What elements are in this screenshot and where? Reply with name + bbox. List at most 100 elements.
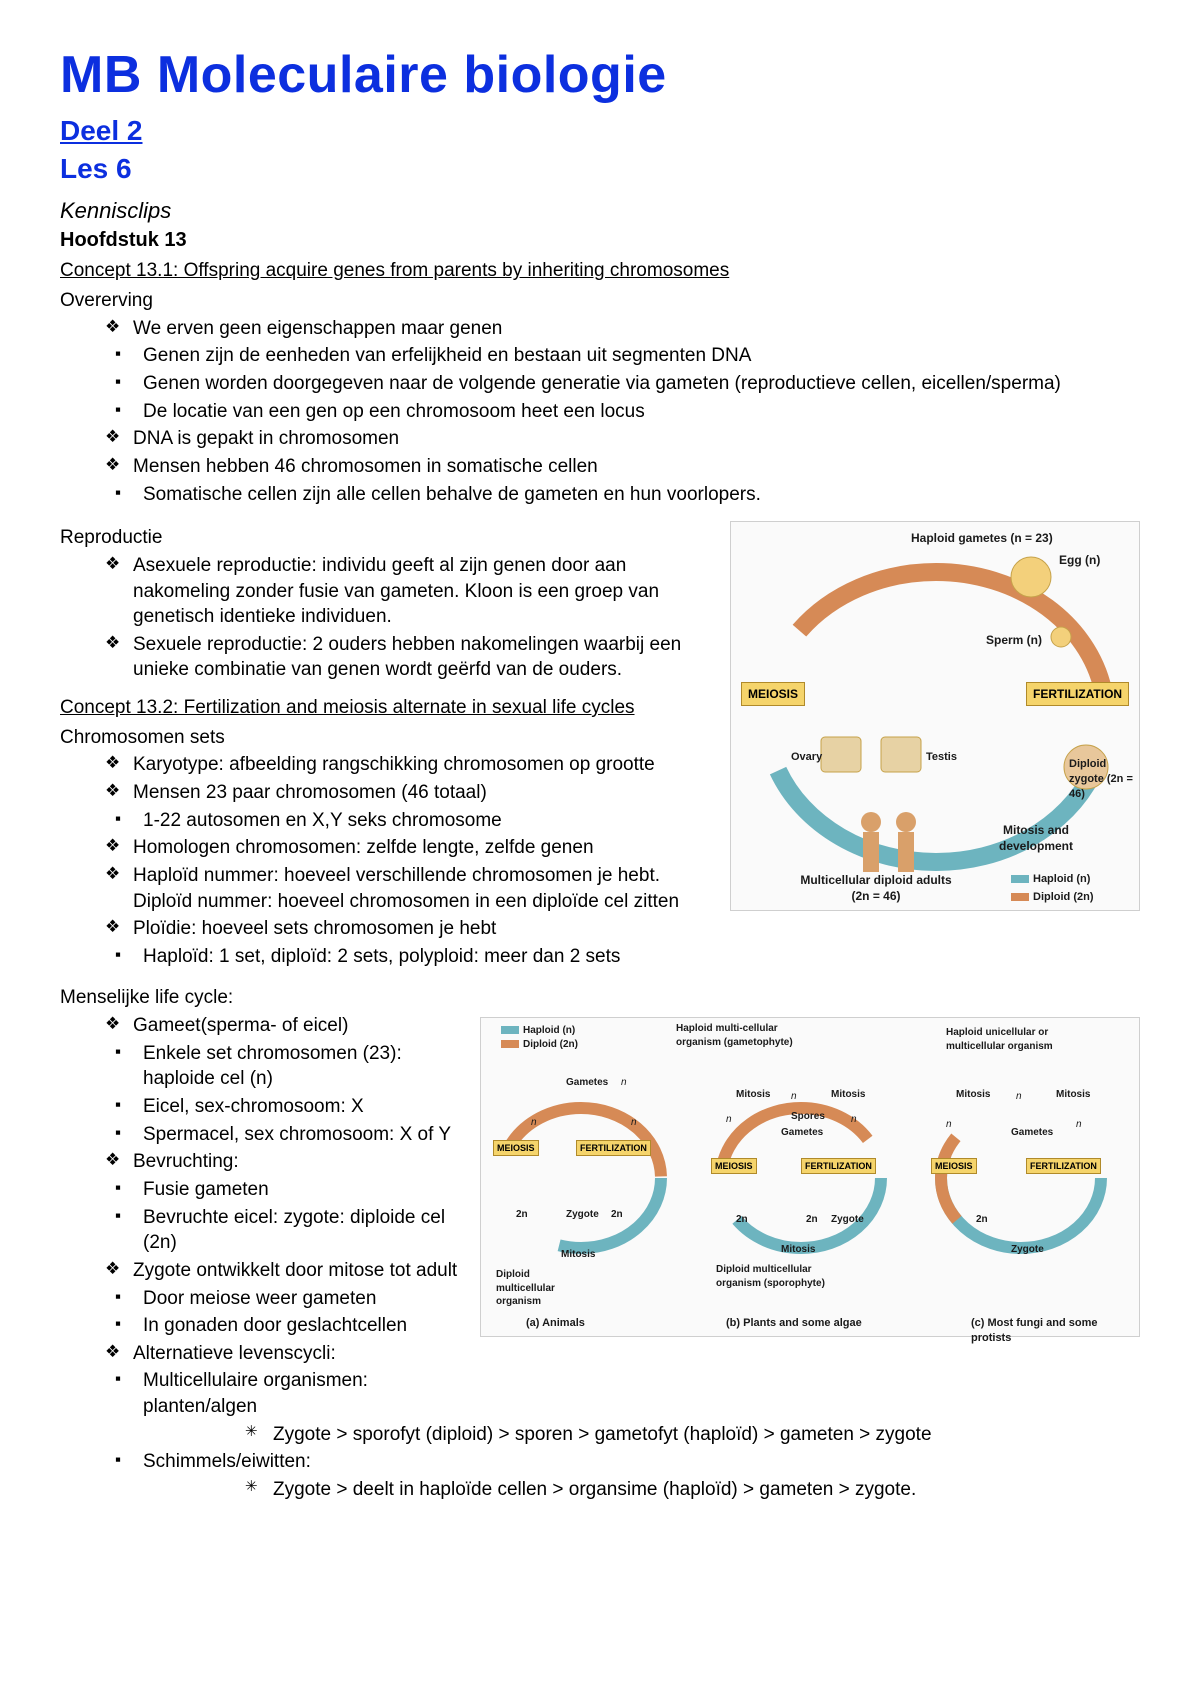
overerving-sub3: Somatische cellen zijn alle cellen behal… — [60, 482, 1140, 508]
a-fert: FERTILIZATION — [576, 1140, 651, 1156]
b-fert: FERTILIZATION — [801, 1158, 876, 1174]
list-item: Spermacel, sex chromosoom: X of Y — [115, 1122, 462, 1148]
list-item: Genen zijn de eenheden van erfelijkheid … — [115, 343, 1140, 369]
list-item: Homologen chromosomen: zelfde lengte, ze… — [105, 835, 712, 861]
b-spores: Spores — [791, 1110, 825, 1124]
list-item: Karyotype: afbeelding rangschikking chro… — [105, 752, 712, 778]
lifecycle-head: Menselijke life cycle: — [60, 985, 1140, 1011]
list-item: Enkele set chromosomen (23): haploide ce… — [115, 1041, 462, 1092]
list-item: In gonaden door geslachtcellen — [115, 1313, 462, 1339]
c-2n: 2n — [976, 1213, 988, 1227]
list-item: 1-22 autosomen en X,Y seks chromosome — [115, 808, 712, 834]
kennisclips-heading: Kennisclips — [60, 196, 1140, 226]
concept-13-2: Concept 13.2: Fertilization and meiosis … — [60, 695, 712, 721]
list-item: Haploïd nummer: hoeveel verschillende ch… — [105, 863, 712, 914]
label-haploid-gametes: Haploid gametes (n = 23) — [911, 530, 1053, 546]
badge-fertilization: FERTILIZATION — [1026, 682, 1129, 706]
list-item: Eicel, sex-chromosoom: X — [115, 1094, 462, 1120]
cap-b: (b) Plants and some algae — [726, 1316, 862, 1331]
c-n1: n — [1016, 1090, 1022, 1104]
list-item: Bevruchting: — [105, 1149, 462, 1175]
b-dmo: Diploid multicellular organism (sporophy… — [716, 1263, 826, 1290]
lifecycle-zygote-sub: Door meiose weer gameten In gonaden door… — [60, 1286, 462, 1339]
figure-human-lifecycle: Haploid gametes (n = 23) Egg (n) Sperm (… — [730, 521, 1140, 911]
label-mitdev: Mitosis and development — [971, 822, 1101, 854]
concept-13-1: Concept 13.1: Offspring acquire genes fr… — [60, 258, 1140, 284]
chrom-sub5: Haploïd: 1 set, diploïd: 2 sets, polyplo… — [60, 944, 712, 970]
label-testis: Testis — [926, 750, 957, 765]
lifecycle-list: Gameet(sperma- of eicel) — [60, 1013, 462, 1039]
b-mitosis1: Mitosis — [736, 1088, 770, 1102]
chrom-sub2: 1-22 autosomen en X,Y seks chromosome — [60, 808, 712, 834]
hoofdstuk-heading: Hoofdstuk 13 — [60, 227, 1140, 254]
cap-c: (c) Most fungi and some protists — [971, 1316, 1111, 1346]
list-item: Zygote > sporofyt (diploid) > sporen > g… — [245, 1422, 1140, 1448]
list-item: Asexuele reproductie: individu geeft al … — [105, 553, 712, 630]
list-item: Somatische cellen zijn alle cellen behal… — [115, 482, 1140, 508]
list-item: Fusie gameten — [115, 1177, 462, 1203]
lifecycle-alt: Alternatieve levenscycli: — [60, 1341, 462, 1367]
c-zyg: Zygote — [1011, 1243, 1044, 1257]
a-n3: n — [631, 1116, 637, 1130]
list-item: Ploïdie: hoeveel sets chromosomen je heb… — [105, 916, 712, 942]
overerving-sub1: Genen zijn de eenheden van erfelijkheid … — [60, 343, 1140, 424]
label-ovary: Ovary — [791, 750, 822, 765]
legend-dip-text: Diploid (2n) — [1033, 891, 1094, 903]
label-sperm: Sperm (n) — [986, 632, 1042, 648]
list-item: Bevruchte eicel: zygote: diploide cel (2… — [115, 1205, 462, 1256]
lifecycle-zygote: Zygote ontwikkelt door mitose tot adult — [60, 1258, 462, 1284]
alt-star-2-list: Zygote > deelt in haploïde cellen > orga… — [60, 1477, 1140, 1503]
list-item: De locatie van een gen op een chromosoom… — [115, 399, 1140, 425]
list-item: Zygote > deelt in haploïde cellen > orga… — [245, 1477, 1140, 1503]
list-item: DNA is gepakt in chromosomen — [105, 426, 1140, 452]
b-2n2: 2n — [806, 1213, 818, 1227]
lifecycle-alt-sub: Multicellulaire organismen: planten/alge… — [60, 1368, 462, 1419]
b-mitosis2: Mitosis — [831, 1088, 865, 1102]
list-item: Sexuele reproductie: 2 ouders hebben nak… — [105, 632, 712, 683]
overerving-head: Overerving — [60, 288, 1140, 314]
list-item: Door meiose weer gameten — [115, 1286, 462, 1312]
b-zyg: Zygote — [831, 1213, 864, 1227]
reproductie-list: Asexuele reproductie: individu geeft al … — [60, 553, 712, 683]
legend-hap: Haploid (n) — [1011, 872, 1090, 887]
a-gametes: Gametes — [566, 1076, 608, 1090]
a-2n2: 2n — [611, 1208, 623, 1222]
lifecycle-bevr: Bevruchting: — [60, 1149, 462, 1175]
a-n2: n — [531, 1116, 537, 1130]
b-n1: n — [791, 1090, 797, 1104]
label-multi: Multicellular diploid adults (2n = 46) — [791, 872, 961, 904]
c-gametes: Gametes — [1011, 1126, 1053, 1140]
c-n2: n — [946, 1118, 952, 1132]
b-2n1: 2n — [736, 1213, 748, 1227]
label-dip-zyg: Diploid zygote (2n = 46) — [1069, 757, 1139, 802]
a-meiosis: MEIOSIS — [493, 1140, 539, 1156]
overerving-list2: DNA is gepakt in chromosomen Mensen hebb… — [60, 426, 1140, 479]
list-item: Alternatieve levenscycli: — [105, 1341, 462, 1367]
list-item: Gameet(sperma- of eicel) — [105, 1013, 462, 1039]
reproductie-head: Reproductie — [60, 525, 712, 551]
a-2n1: 2n — [516, 1208, 528, 1222]
c-mitosis2: Mitosis — [1056, 1088, 1090, 1102]
lifecycle-gameet-sub: Enkele set chromosomen (23): haploide ce… — [60, 1041, 462, 1148]
subtitle-les: Les 6 — [60, 150, 1140, 188]
a-zyg: Zygote — [566, 1208, 599, 1222]
cap-a: (a) Animals — [526, 1316, 585, 1331]
list-item: Schimmels/eiwitten: — [115, 1449, 1140, 1475]
c-n3: n — [1076, 1118, 1082, 1132]
legend-dip-swatch — [1011, 893, 1029, 901]
lifecycle-bevr-sub: Fusie gameten Bevruchte eicel: zygote: d… — [60, 1177, 462, 1256]
list-item: Haploïd: 1 set, diploïd: 2 sets, polyplo… — [115, 944, 712, 970]
badge-meiosis: MEIOSIS — [741, 682, 805, 706]
b-n3: n — [851, 1113, 857, 1127]
legend-dip: Diploid (2n) — [1011, 890, 1094, 905]
page-title: MB Moleculaire biologie — [60, 40, 1140, 110]
legend-hap-text: Haploid (n) — [1033, 873, 1090, 885]
list-item: Multicellulaire organismen: planten/alge… — [115, 1368, 462, 1419]
a-dmo: Diploid multicellular organism — [496, 1268, 586, 1309]
label-egg: Egg (n) — [1059, 552, 1100, 568]
b-mitosis3: Mitosis — [781, 1243, 815, 1257]
overerving-list: We erven geen eigenschappen maar genen — [60, 316, 1140, 342]
chromosomen-head: Chromosomen sets — [60, 725, 712, 751]
c-mitosis1: Mitosis — [956, 1088, 990, 1102]
lifecycle-alt-sub2: Schimmels/eiwitten: — [60, 1449, 1140, 1475]
